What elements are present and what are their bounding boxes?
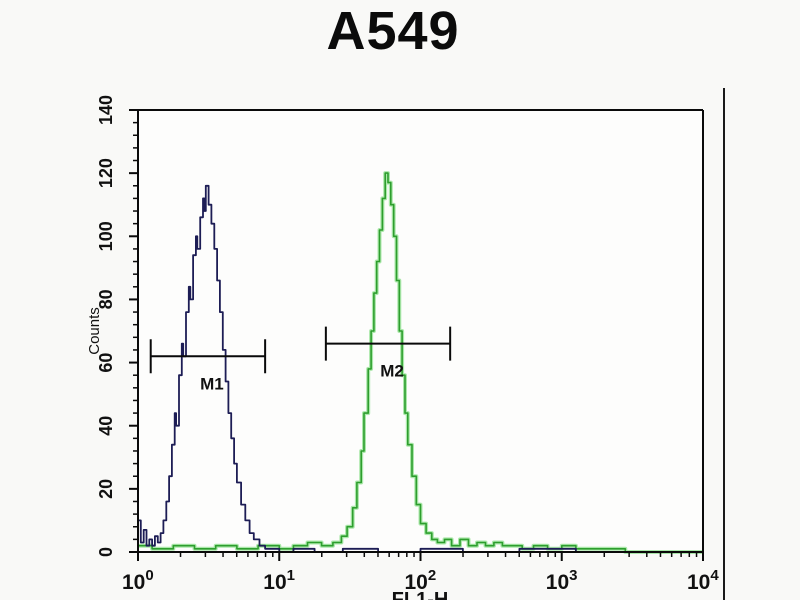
x-tick-label: 103 bbox=[546, 567, 578, 594]
y-tick-label: 0 bbox=[96, 547, 116, 557]
y-tick-label: 60 bbox=[96, 353, 116, 373]
x-axis-title: FL1-H bbox=[392, 589, 449, 600]
y-tick-label: 40 bbox=[96, 416, 116, 436]
y-tick-label: 20 bbox=[96, 479, 116, 499]
region-marker-label: M1 bbox=[200, 374, 224, 393]
chart-title: A549 bbox=[326, 1, 460, 61]
x-tick-label: 102 bbox=[405, 567, 437, 594]
x-tick-label: 101 bbox=[263, 567, 295, 594]
plot-area bbox=[138, 110, 703, 552]
x-tick-label: 100 bbox=[122, 567, 154, 594]
region-marker-m1 bbox=[149, 339, 267, 374]
y-tick-label: 100 bbox=[96, 221, 116, 251]
sample-histogram-curve bbox=[138, 172, 703, 553]
x-tick-label: 104 bbox=[687, 567, 719, 594]
region-marker-m2 bbox=[324, 326, 452, 361]
region-marker-label: M2 bbox=[380, 362, 404, 381]
y-tick-label: 120 bbox=[96, 158, 116, 188]
y-axis-title: Counts bbox=[86, 307, 103, 355]
y-tick-label: 80 bbox=[96, 289, 116, 309]
y-tick-label: 140 bbox=[96, 95, 116, 125]
